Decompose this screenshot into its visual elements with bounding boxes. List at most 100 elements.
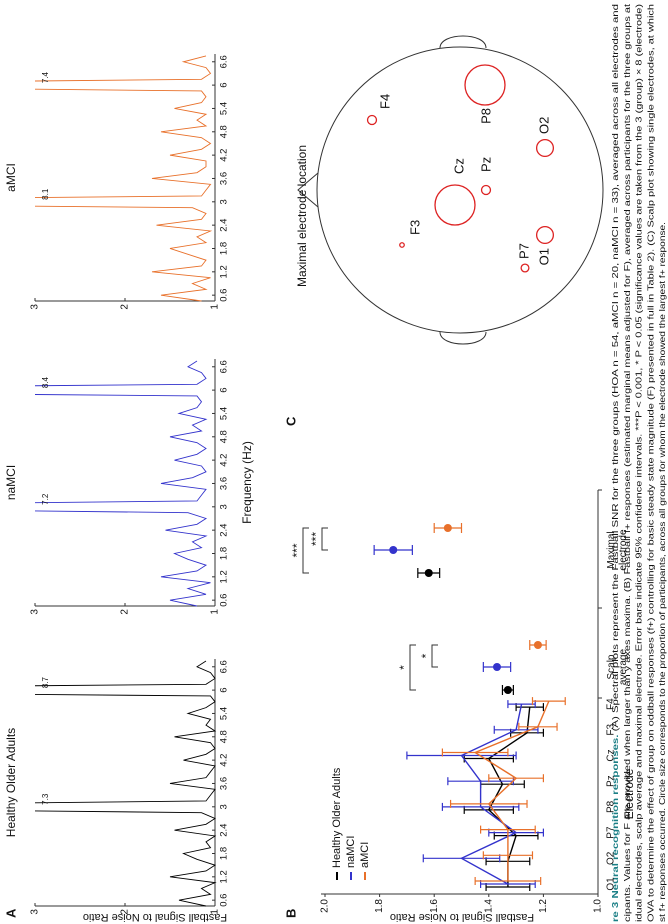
peak-value-label: 8.1 (41, 188, 50, 200)
caption-line: st f+ responses occurred. Circle size co… (657, 222, 667, 922)
x-tick-label: 1.8 (219, 547, 230, 560)
mean-marker (424, 569, 433, 577)
y-tick-label: 3 (30, 909, 41, 915)
x-tick-label: Cz (606, 749, 617, 761)
y-tick-label: 2.0 (320, 899, 331, 913)
x-tick-label: 1.8 (219, 242, 230, 255)
y-tick-label: 1 (210, 609, 221, 615)
peak-value-label: 8.4 (41, 376, 50, 388)
x-tick-label: 2.4 (219, 219, 230, 232)
x-tick-label: 4.8 (219, 730, 230, 743)
x-tick-label: O2 (606, 851, 617, 865)
electrode-circle (535, 225, 555, 245)
caption-text: st f+ responses occurred. Circle size co… (657, 222, 667, 922)
x-tick-label: 0.6 (219, 594, 230, 607)
x-tick-label: 6 (219, 387, 230, 392)
x-tick-label: 5.4 (219, 407, 230, 420)
electrode-label: O2 (536, 117, 551, 134)
x-tick-label: 6 (219, 687, 230, 692)
chart-title: Healthy Older Adults (4, 728, 18, 837)
figure-content: A Healthy Older Adults Fastball Signal to … (3, 3, 667, 923)
caption-line: re 3 Neural recognition responses. (A) S… (610, 4, 620, 922)
x-tick-label: 3 (219, 199, 230, 204)
series-line (459, 703, 523, 885)
x-tick-label: 1.8 (219, 847, 230, 860)
electrode-label: P8 (478, 108, 493, 124)
mean-marker (389, 546, 398, 554)
caption-text: cipants. Values for F are provided when … (622, 3, 632, 922)
x-tick-label: 3.6 (219, 777, 230, 790)
y-tick-label: 1.6 (429, 899, 440, 913)
significance-label: *** (290, 543, 304, 557)
x-tick-label: 4.2 (219, 149, 230, 162)
x-tick-label: Maximalelectrode (606, 529, 629, 571)
electrode-circle (399, 242, 405, 248)
peak-value-label: 7.4 (41, 71, 50, 83)
x-axis-label: Frequency (Hz) (240, 441, 254, 524)
x-tick-label: 3.6 (219, 477, 230, 490)
chart-title: aMCI (4, 163, 18, 192)
electrode-circle (520, 263, 530, 273)
electrode-label: F3 (407, 220, 422, 235)
x-tick-label: 6.6 (219, 660, 230, 673)
y-axis-label: Fastball Signal to Noise Ratio (390, 911, 534, 923)
legend-label: aMCI (359, 842, 371, 868)
electrode-label: Pz (478, 157, 493, 172)
series-line (487, 707, 531, 887)
x-tick-label: 4.2 (219, 454, 230, 467)
y-axis-label: Fastball Signal to Noise Ratio (83, 911, 227, 923)
significance-bracket (302, 527, 309, 574)
legend-label: naMCI (345, 836, 357, 868)
significance-bracket (409, 644, 416, 691)
x-tick-label: Pz (606, 775, 617, 787)
series-line (473, 700, 550, 881)
electrode-circle (366, 114, 378, 126)
y-tick-label: 3 (30, 304, 41, 310)
x-tick-label: 1.2 (219, 870, 230, 883)
x-tick-label: Scalpaverage (606, 648, 629, 685)
x-tick-label: 6.6 (219, 360, 230, 373)
y-tick-label: 3 (30, 609, 41, 615)
significance-label: * (419, 653, 433, 658)
significance-bracket (431, 644, 438, 668)
caption-text: idual electrodes, scalp average and maxi… (634, 4, 644, 922)
nose (297, 172, 319, 208)
peak-value-label: 8.7 (41, 676, 50, 688)
electrode-label: O1 (536, 248, 551, 265)
chart-title: naMCI (4, 465, 18, 500)
x-tick-label: 3 (219, 804, 230, 809)
mean-marker (503, 686, 512, 694)
mean-marker (492, 663, 501, 671)
y-tick-label: 2 (120, 304, 131, 310)
y-tick-label: 1 (210, 304, 221, 310)
spectrum-line (35, 55, 213, 302)
electrode-circle (480, 184, 492, 196)
y-tick-label: 1.2 (538, 899, 549, 913)
caption-line: OVA to determine the effect of group on … (646, 4, 656, 922)
x-tick-label: 2.4 (219, 524, 230, 537)
caption-text: OVA to determine the effect of group on … (646, 4, 656, 922)
x-tick-label: 4.8 (219, 430, 230, 443)
electrode-circle (464, 64, 506, 106)
electrode-label: P7 (516, 243, 531, 259)
x-tick-label: O1 (606, 877, 617, 891)
x-tick-label: P8 (606, 800, 617, 813)
x-tick-label: 0.6 (219, 289, 230, 302)
peak-value-label: 7.2 (41, 493, 50, 505)
significance-label: *** (309, 532, 323, 546)
y-tick-label: 1.0 (593, 899, 604, 913)
y-tick-label: 1 (210, 909, 221, 915)
y-tick-label: 2 (120, 609, 131, 615)
caption-heading: re 3 Neural recognition responses. (610, 735, 620, 922)
peak-value-label: 7.3 (41, 793, 50, 805)
significance-bracket (321, 527, 328, 551)
electrode-label: F4 (377, 94, 392, 109)
y-tick-label: 2 (120, 909, 131, 915)
x-tick-label: F4 (606, 698, 617, 710)
caption-line: idual electrodes, scalp average and maxi… (634, 4, 644, 922)
panel-label: C (283, 416, 298, 426)
mean-marker (533, 641, 542, 649)
spectrum-line (35, 660, 217, 907)
